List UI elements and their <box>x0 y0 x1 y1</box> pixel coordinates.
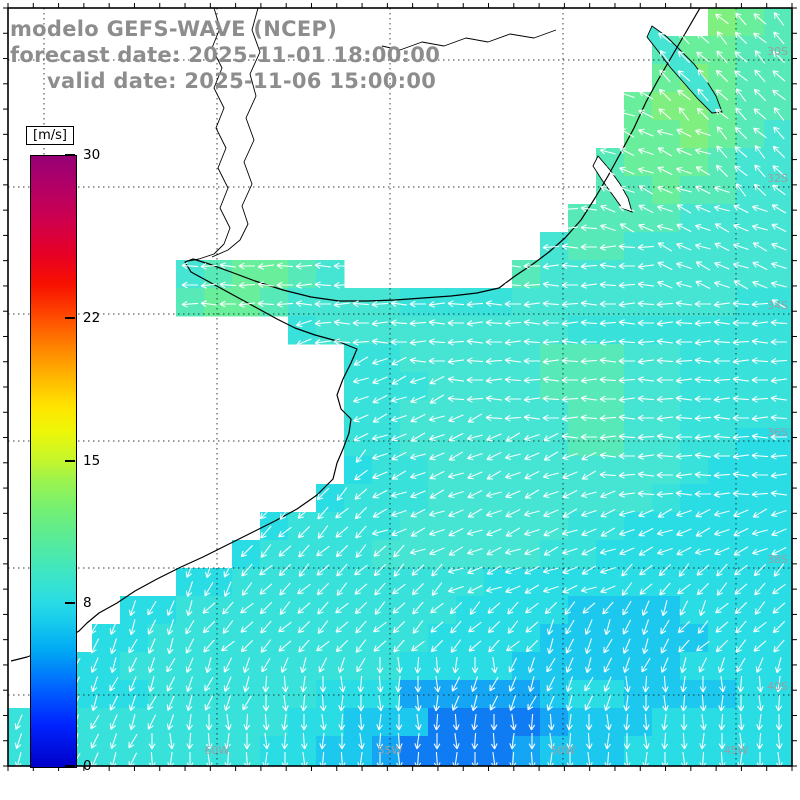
colorbar-tick-label: 15 <box>83 452 101 469</box>
lat-tick-label: 30S <box>767 45 788 58</box>
axis-labels: 60W 55W 50W 45W 30S 32S 34S 36S 38S 40S <box>205 45 788 757</box>
lat-tick-label: 38S <box>767 553 788 566</box>
lon-tick-label: 60W <box>205 744 230 757</box>
colorbar-unit-label: [m/s] <box>26 126 74 145</box>
colorbar-tick-mark <box>65 602 75 605</box>
river-path <box>211 8 261 258</box>
colorbar-tick-mark <box>65 316 75 319</box>
lat-tick-label: 34S <box>767 299 788 312</box>
river-path <box>187 8 231 262</box>
colorbar-tick-mark <box>65 765 75 767</box>
colorbar-gradient <box>30 155 77 768</box>
lon-tick-label: 55W <box>378 744 403 757</box>
colorbar-tick-label: 0 <box>83 758 92 774</box>
lat-tick-label: 40S <box>767 680 788 693</box>
colorbar-tick-mark <box>65 154 75 156</box>
map-frame <box>3 3 797 771</box>
lat-tick-label: 36S <box>767 426 788 439</box>
colorbar-tick-label: 22 <box>83 309 101 326</box>
lat-tick-label: 32S <box>767 172 788 185</box>
coastline-path <box>10 8 701 662</box>
river-path <box>381 29 557 51</box>
wind-speed-cells <box>8 8 792 766</box>
colorbar-tick-label: 30 <box>83 147 101 163</box>
colorbar-tick-label: 8 <box>83 595 92 612</box>
colorbar-tick-mark <box>65 459 75 462</box>
lon-tick-label: 50W <box>551 744 576 757</box>
lon-tick-label: 45W <box>724 744 749 757</box>
